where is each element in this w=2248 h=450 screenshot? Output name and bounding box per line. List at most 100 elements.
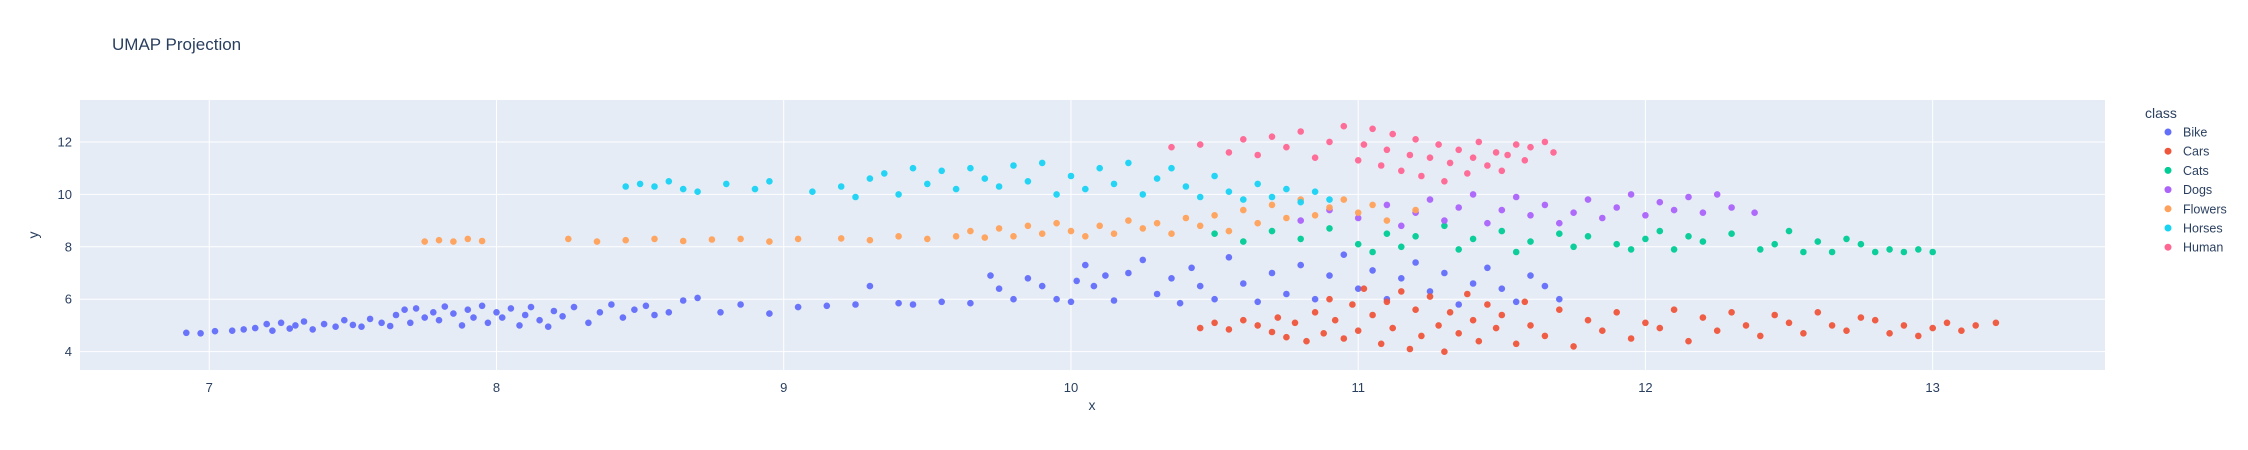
data-point[interactable] [1274, 314, 1282, 321]
data-point[interactable] [866, 282, 874, 290]
data-point[interactable] [1326, 196, 1333, 203]
data-point[interactable] [1254, 180, 1261, 188]
data-point[interactable] [1168, 164, 1175, 172]
data-point[interactable] [1627, 191, 1635, 198]
data-point[interactable] [309, 326, 317, 333]
data-point[interactable] [1354, 209, 1362, 216]
data-point[interactable] [1713, 327, 1721, 335]
data-point[interactable] [1972, 322, 1979, 329]
data-point[interactable] [1082, 233, 1089, 240]
data-point[interactable] [320, 320, 328, 328]
data-point[interactable] [1225, 149, 1233, 156]
data-point[interactable] [1455, 246, 1462, 253]
data-point[interactable] [1311, 212, 1319, 219]
data-point[interactable] [421, 238, 429, 245]
legend-item-dogs[interactable]: Dogs [2164, 183, 2213, 197]
data-point[interactable] [1441, 178, 1448, 185]
data-point[interactable] [694, 294, 701, 302]
data-point[interactable] [1369, 201, 1376, 209]
data-point[interactable] [1857, 314, 1865, 321]
data-point[interactable] [1024, 222, 1032, 230]
data-point[interactable] [1446, 159, 1454, 167]
data-point[interactable] [1800, 330, 1807, 337]
data-point[interactable] [1584, 316, 1592, 324]
data-point[interactable] [341, 316, 348, 324]
data-point[interactable] [1642, 319, 1649, 327]
data-point[interactable] [1398, 288, 1405, 295]
data-point[interactable] [924, 180, 931, 188]
data-point[interactable] [1498, 285, 1506, 293]
data-point[interactable] [1340, 335, 1348, 342]
data-point[interactable] [1469, 280, 1477, 287]
data-point[interactable] [1656, 324, 1664, 332]
data-point[interactable] [300, 318, 308, 325]
data-point[interactable] [1110, 230, 1118, 237]
data-point[interactable] [1599, 327, 1606, 335]
data-point[interactable] [1326, 272, 1333, 279]
data-point[interactable] [1512, 248, 1520, 256]
data-point[interactable] [1383, 146, 1391, 154]
data-point[interactable] [1073, 277, 1080, 285]
data-point[interactable] [1469, 154, 1477, 161]
data-point[interactable] [349, 321, 357, 329]
data-point[interactable] [1082, 261, 1089, 269]
data-point[interactable] [251, 324, 259, 332]
data-point[interactable] [895, 191, 902, 198]
data-point[interactable] [401, 306, 408, 314]
data-point[interactable] [1225, 326, 1233, 333]
data-point[interactable] [1455, 204, 1462, 211]
data-point[interactable] [1297, 261, 1304, 269]
data-point[interactable] [1297, 217, 1304, 224]
data-point[interactable] [269, 327, 276, 335]
data-point[interactable] [852, 301, 859, 308]
data-point[interactable] [1642, 235, 1649, 243]
data-point[interactable] [1196, 282, 1204, 290]
data-point[interactable] [1225, 188, 1233, 195]
data-point[interactable] [1326, 225, 1333, 232]
legend-item-bike[interactable]: Bike [2164, 126, 2208, 140]
data-point[interactable] [1900, 322, 1908, 329]
data-point[interactable] [1512, 193, 1520, 201]
data-point[interactable] [866, 236, 874, 244]
data-point[interactable] [1326, 138, 1333, 146]
data-point[interactable] [866, 175, 874, 182]
data-point[interactable] [1469, 316, 1477, 324]
data-point[interactable] [995, 183, 1003, 190]
data-point[interactable] [1814, 309, 1822, 316]
data-point[interactable] [717, 309, 724, 316]
data-point[interactable] [1670, 206, 1678, 214]
data-point[interactable] [358, 323, 365, 331]
data-point[interactable] [1446, 309, 1454, 316]
data-point[interactable] [1153, 175, 1161, 182]
data-point[interactable] [1354, 214, 1362, 222]
data-point[interactable] [1188, 264, 1195, 272]
data-point[interactable] [277, 319, 285, 327]
data-point[interactable] [1211, 295, 1218, 303]
data-point[interactable] [1360, 141, 1368, 148]
data-point[interactable] [1412, 233, 1419, 240]
data-point[interactable] [240, 326, 247, 333]
data-point[interactable] [1182, 214, 1190, 222]
data-point[interactable] [1240, 238, 1247, 245]
data-point[interactable] [1354, 285, 1362, 293]
data-point[interactable] [1125, 159, 1132, 167]
data-point[interactable] [1297, 235, 1304, 243]
data-point[interactable] [1958, 327, 1965, 335]
data-point[interactable] [679, 237, 687, 245]
data-point[interactable] [987, 272, 994, 279]
data-point[interactable] [1254, 298, 1261, 306]
data-point[interactable] [952, 233, 960, 240]
data-point[interactable] [1713, 191, 1721, 198]
data-point[interactable] [1311, 154, 1319, 161]
data-point[interactable] [1751, 209, 1758, 216]
data-point[interactable] [1656, 198, 1664, 206]
data-point[interactable] [1570, 243, 1577, 251]
data-point[interactable] [1340, 196, 1348, 203]
data-point[interactable] [1498, 206, 1506, 214]
data-point[interactable] [608, 301, 615, 308]
data-point[interactable] [1512, 141, 1520, 148]
data-point[interactable] [450, 310, 457, 317]
data-point[interactable] [1441, 222, 1448, 230]
data-point[interactable] [1240, 136, 1247, 143]
data-point[interactable] [263, 320, 271, 328]
